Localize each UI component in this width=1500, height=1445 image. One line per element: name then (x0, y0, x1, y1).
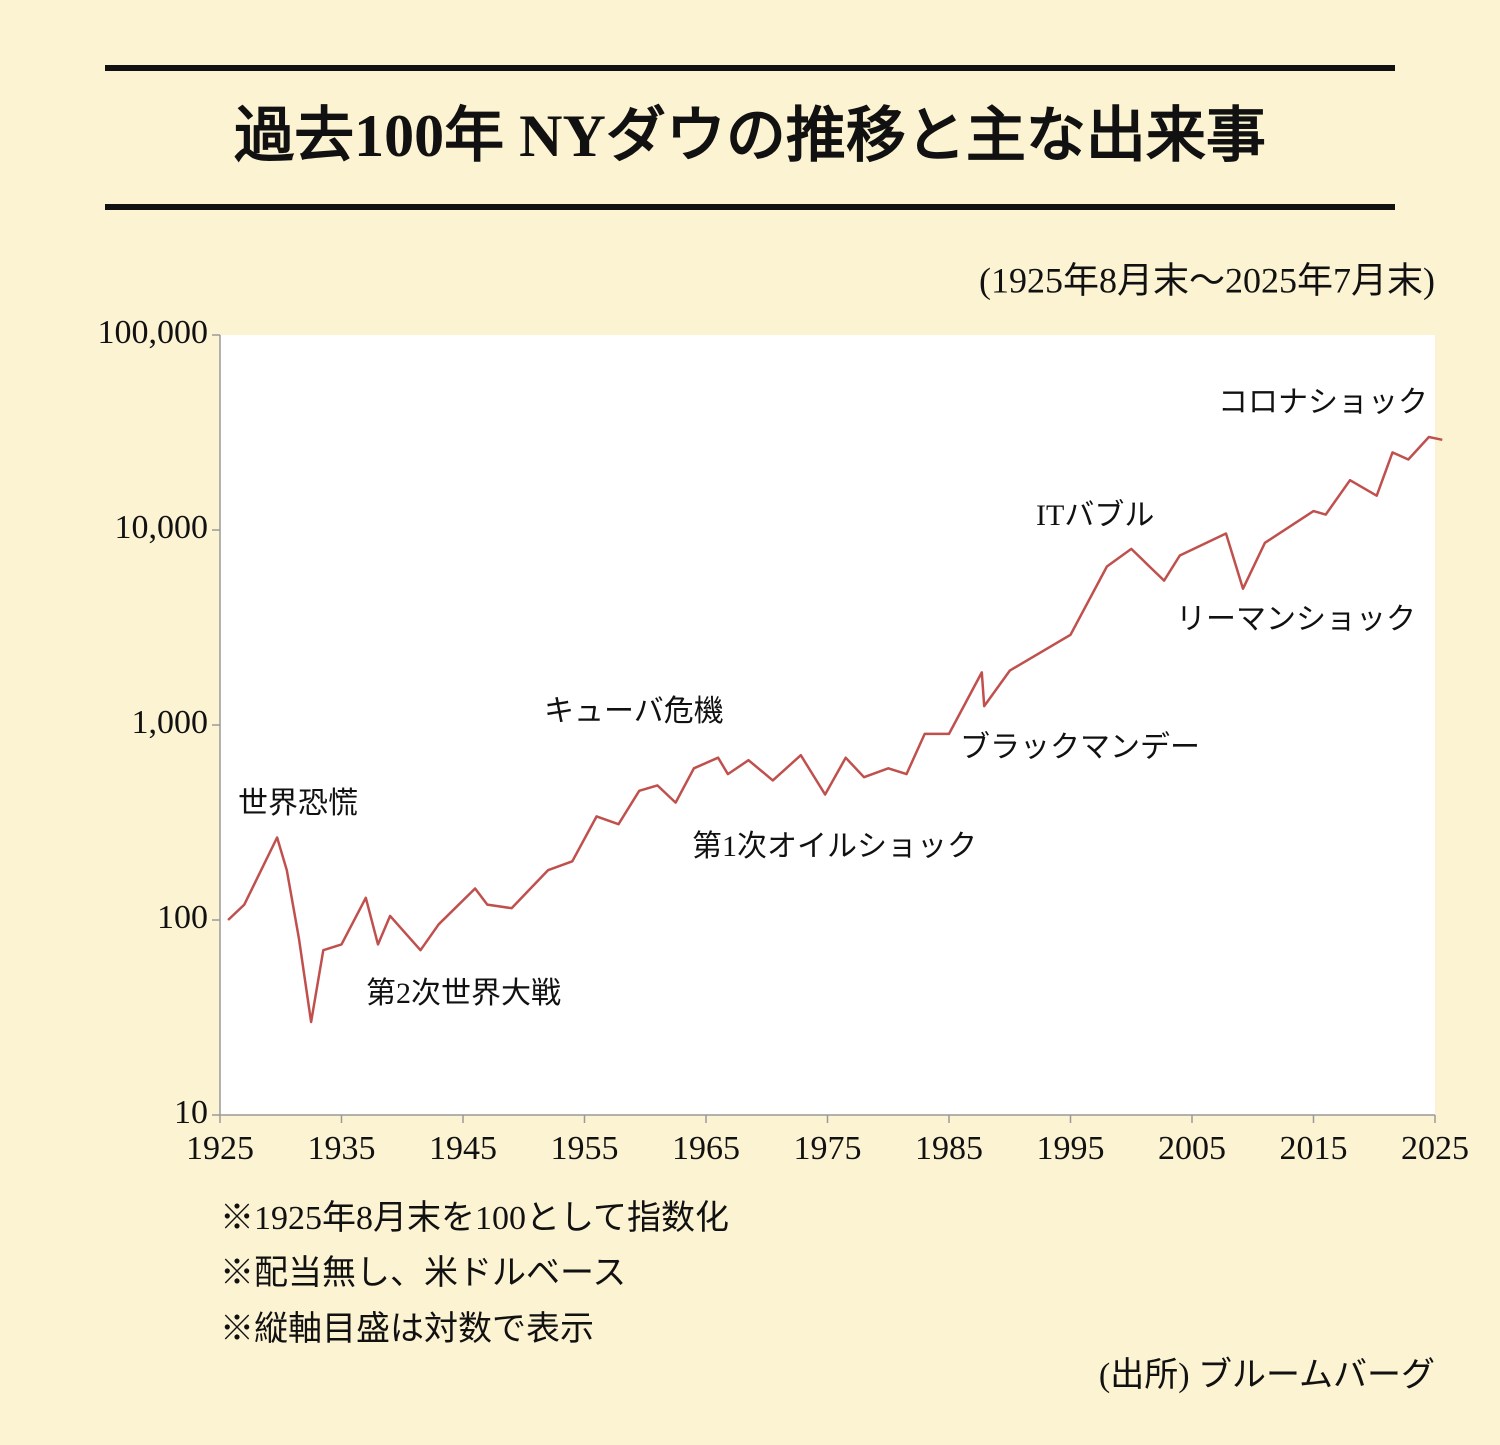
x-tick-label: 1935 (308, 1130, 376, 1167)
x-tick-label: 1995 (1037, 1130, 1105, 1167)
annotation: リーマンショック (1176, 603, 1416, 636)
source: (出所) ブルームバーグ (1099, 1356, 1435, 1394)
y-tick-label: 10,000 (115, 509, 209, 546)
y-tick-label: 100 (157, 899, 208, 936)
chart-title: 過去100年 NYダウの推移と主な出来事 (234, 103, 1266, 169)
annotation: 第2次世界大戦 (366, 977, 561, 1010)
annotation: 第1次オイルショック (692, 830, 977, 863)
x-tick-label: 1965 (672, 1130, 740, 1167)
x-tick-label: 1945 (429, 1130, 497, 1167)
subtitle: (1925年8月末～2025年7月末) (979, 260, 1435, 300)
annotation: ブラックマンデー (960, 731, 1200, 764)
note: ※1925年8月末を100として指数化 (220, 1199, 729, 1237)
y-tick-label: 1,000 (132, 704, 209, 741)
x-tick-label: 1985 (915, 1130, 983, 1167)
line-series (227, 435, 1443, 1024)
x-tick-label: 2015 (1280, 1130, 1348, 1167)
annotation: ITバブル (1036, 499, 1154, 532)
annotation: 世界恐慌 (238, 787, 358, 820)
y-tick-label: 100,000 (98, 314, 209, 351)
note: ※縦軸目盛は対数で表示 (220, 1310, 594, 1348)
x-tick-label: 1925 (186, 1130, 254, 1167)
x-tick-label: 1955 (551, 1130, 619, 1167)
plot-area (220, 335, 1435, 1115)
annotation: キューバ危機 (544, 695, 724, 728)
x-tick-label: 2025 (1401, 1130, 1469, 1167)
y-tick-label: 10 (174, 1094, 208, 1131)
annotation: コロナショック (1218, 386, 1428, 419)
x-tick-label: 1975 (794, 1130, 862, 1167)
x-tick-label: 2005 (1158, 1130, 1226, 1167)
note: ※配当無し、米ドルベース (220, 1254, 626, 1292)
